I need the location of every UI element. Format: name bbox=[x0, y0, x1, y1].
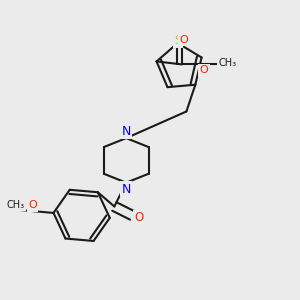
Text: CH₃: CH₃ bbox=[219, 58, 237, 68]
Text: S: S bbox=[174, 34, 181, 46]
Text: O: O bbox=[179, 35, 188, 45]
Text: O: O bbox=[28, 200, 37, 210]
Text: O: O bbox=[200, 65, 208, 75]
Text: O: O bbox=[134, 211, 143, 224]
Text: N: N bbox=[122, 183, 131, 196]
Text: CH₃: CH₃ bbox=[7, 200, 25, 209]
Text: N: N bbox=[122, 125, 131, 138]
